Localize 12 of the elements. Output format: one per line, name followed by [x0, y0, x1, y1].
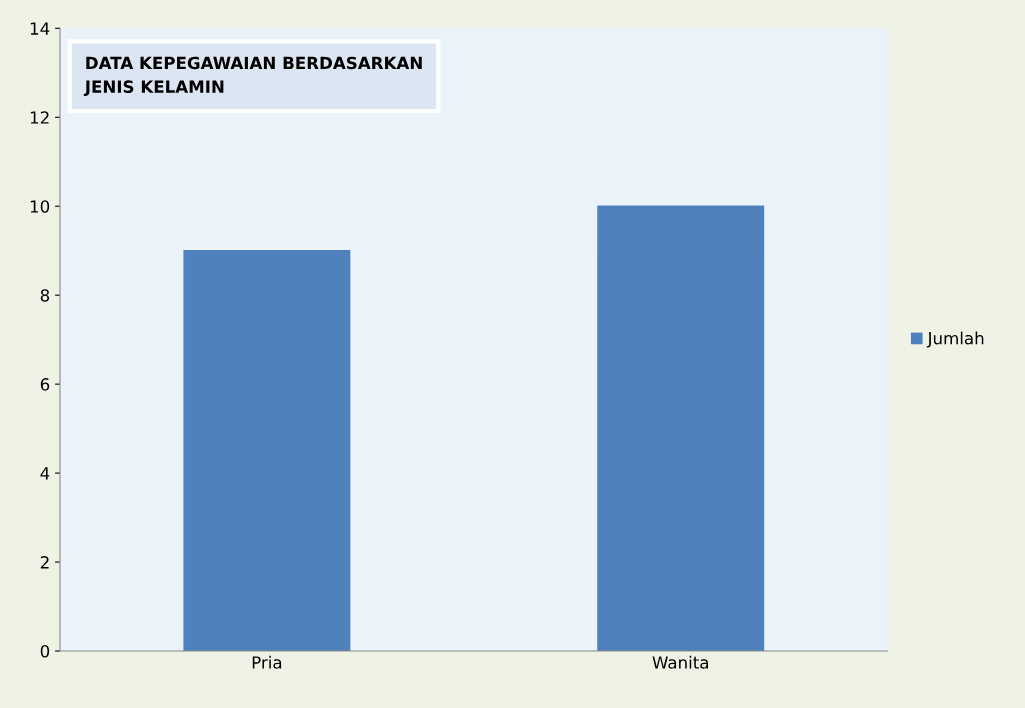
y-tick-label: 8: [40, 289, 50, 302]
x-tick-label: Wanita: [652, 655, 708, 669]
text: DATA KEPEGAWAIAN BERDASARKAN JENIS KELAMIN: [83, 56, 422, 97]
y-tick-label: 14: [30, 22, 50, 35]
y-tick-label: 0: [40, 644, 50, 658]
y-tick-label: 10: [30, 200, 50, 213]
y-tick-label: 6: [40, 378, 50, 391]
x-tick-label: Pria: [252, 655, 282, 669]
y-tick-label: 2: [40, 556, 49, 569]
legend-label: Jumlah: [926, 331, 984, 348]
y-tick-label: 4: [40, 467, 50, 480]
y-tick-label: 12: [30, 111, 49, 124]
